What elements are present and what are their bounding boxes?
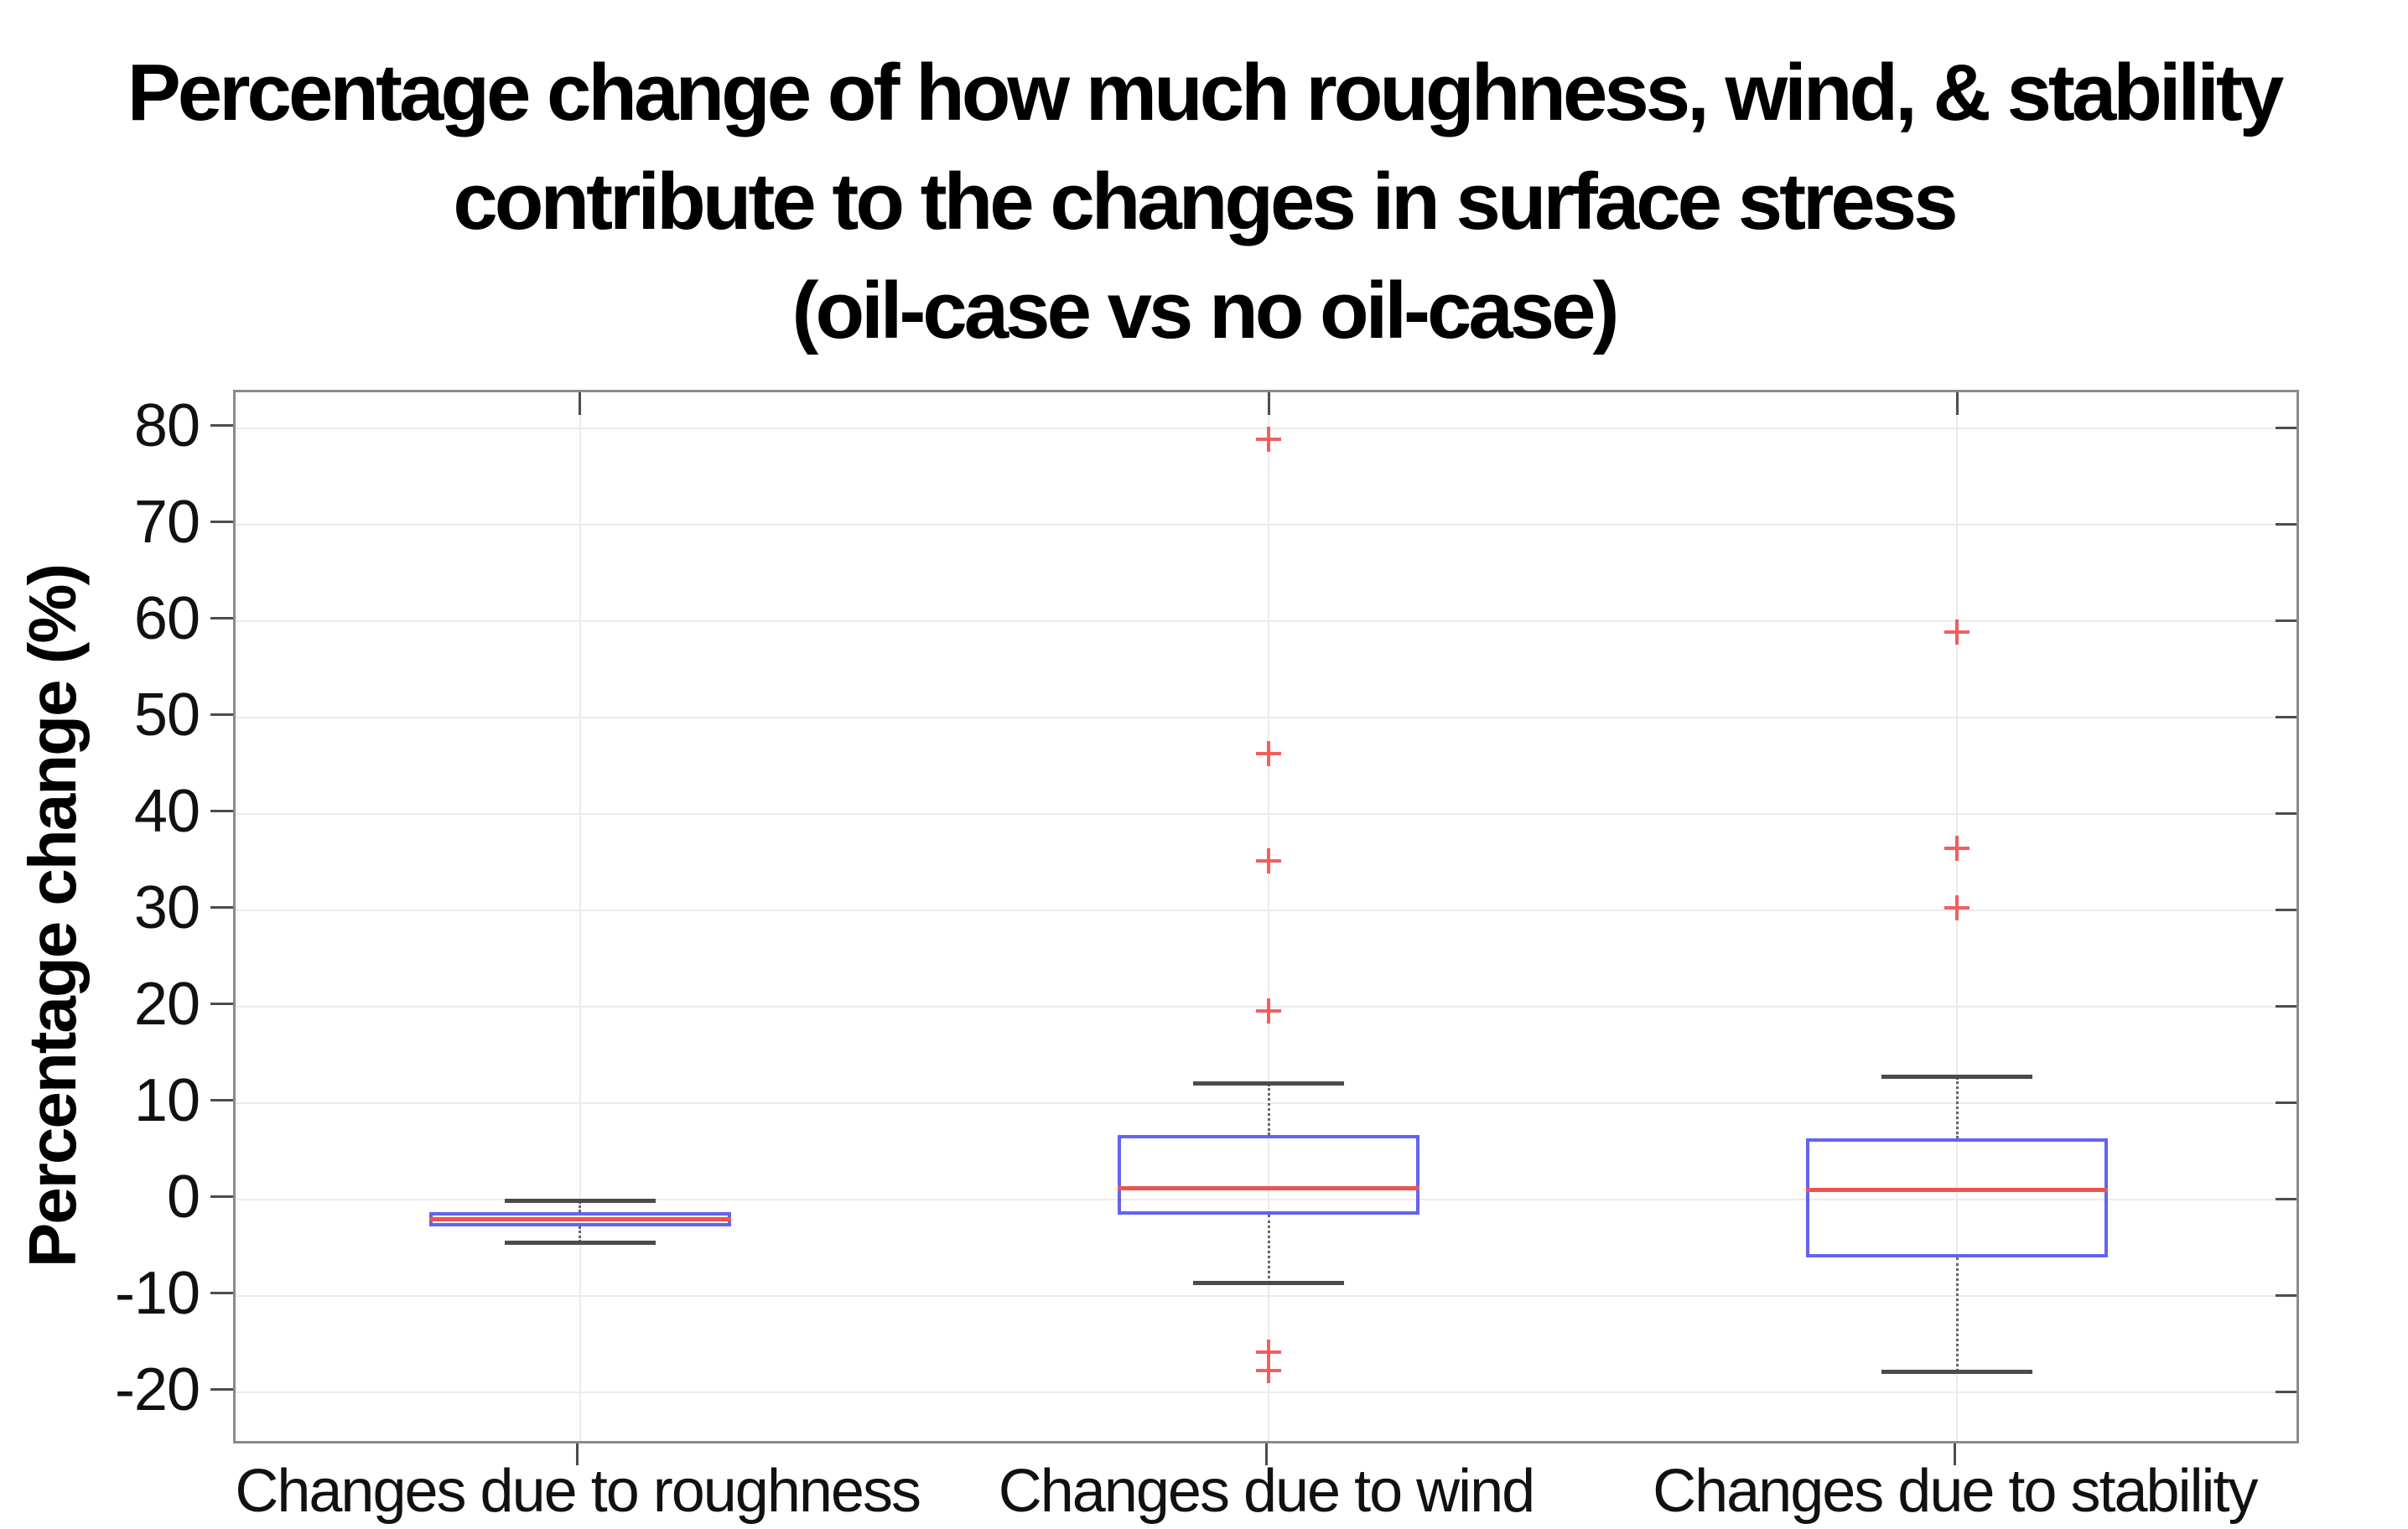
box-2-median [1806, 1187, 2109, 1192]
v-gridline-1 [1268, 392, 1269, 1441]
y-tick-left-60 [210, 617, 233, 620]
outlier-plus-v [1955, 895, 1959, 921]
y-tick-left-40 [210, 810, 233, 813]
x-tick-bottom-1 [1264, 1443, 1268, 1465]
y-tick-label--20: -20 [114, 1355, 200, 1423]
outlier-plus-v [1267, 998, 1270, 1024]
h-gridline-0 [236, 1198, 2296, 1200]
box-0-upper-cap [504, 1199, 656, 1204]
chart-title-line3: (oil-case vs no oil-case) [791, 266, 1619, 355]
y-tick-left--10 [210, 1292, 233, 1295]
y-tick-left--20 [210, 1388, 233, 1392]
y-tick-right-70 [2276, 523, 2296, 526]
y-tick-right-10 [2276, 1101, 2296, 1105]
y-tick-label-20: 20 [133, 970, 200, 1038]
x-tick-top-2 [1955, 392, 1959, 415]
outlier-plus-v [1267, 847, 1270, 873]
y-tick-label-80: 80 [133, 391, 200, 459]
box-2-lower-whisker [1955, 1257, 1959, 1372]
chart-title-line2: contribute to the changes in surface str… [453, 157, 1958, 246]
outlier-plus-v [1955, 835, 1959, 861]
box-1-lower-whisker [1267, 1214, 1270, 1283]
outlier-plus-v [1955, 619, 1959, 645]
h-gridline-50 [236, 716, 2296, 718]
box-2-outlier-0 [1944, 619, 1970, 645]
box-1-iqr [1118, 1134, 1419, 1215]
outlier-plus-v [1267, 427, 1270, 453]
y-tick-right-60 [2276, 619, 2296, 623]
y-tick-left-50 [210, 713, 233, 717]
box-0-lower-whisker [579, 1226, 582, 1243]
x-tick-bottom-2 [1953, 1443, 1956, 1465]
h-gridline-70 [236, 523, 2296, 526]
y-tick-left-20 [210, 1003, 233, 1006]
box-1-median [1118, 1186, 1419, 1191]
y-tick-right-20 [2276, 1005, 2296, 1008]
h-gridline-20 [236, 1005, 2296, 1008]
box-2-lower-cap [1881, 1369, 2033, 1374]
x-tick-top-0 [579, 392, 582, 415]
box-1-outlier-3 [1256, 998, 1281, 1024]
h-gridline--20 [236, 1391, 2296, 1393]
outlier-plus-v [1267, 1340, 1270, 1366]
y-tick-left-70 [210, 521, 233, 524]
y-tick-left-10 [210, 1099, 233, 1102]
box-0-lower-cap [504, 1240, 656, 1245]
box-1-upper-whisker [1267, 1083, 1270, 1135]
y-tick-label-50: 50 [133, 681, 200, 749]
v-gridline-0 [579, 392, 581, 1441]
y-tick-right-30 [2276, 909, 2296, 912]
outlier-plus-v [1267, 1358, 1270, 1384]
y-tick-right-0 [2276, 1198, 2296, 1201]
box-2-outlier-2 [1944, 895, 1970, 921]
box-2-upper-cap [1881, 1075, 2033, 1080]
box-1-outlier-5 [1256, 1358, 1281, 1384]
y-tick-label-30: 30 [133, 873, 200, 941]
box-1-outlier-2 [1256, 847, 1281, 873]
y-tick-right--20 [2276, 1391, 2296, 1394]
x-tick-top-1 [1267, 392, 1270, 415]
box-1-outlier-1 [1256, 741, 1281, 767]
h-gridline-40 [236, 812, 2296, 815]
box-1-outlier-0 [1256, 427, 1281, 453]
y-tick-label-40: 40 [133, 777, 200, 845]
y-tick-left-0 [210, 1195, 233, 1199]
y-tick-label-0: 0 [166, 1163, 200, 1231]
y-tick-label-10: 10 [133, 1066, 200, 1134]
box-0-upper-whisker [579, 1200, 582, 1212]
y-tick-label-70: 70 [133, 488, 200, 556]
box-2-outlier-1 [1944, 835, 1970, 861]
y-tick-label--10: -10 [114, 1259, 200, 1327]
y-tick-right--10 [2276, 1294, 2296, 1298]
outlier-plus-v [1267, 741, 1270, 767]
x-category-label-2: Changes due to stability [1653, 1458, 2258, 1525]
box-2-iqr [1806, 1138, 2109, 1257]
x-category-label-0: Changes due to roughness [235, 1458, 921, 1525]
chart-title: Percentage change of how much roughness,… [0, 39, 2408, 365]
h-gridline-60 [236, 619, 2296, 622]
box-1-outlier-4 [1256, 1340, 1281, 1366]
box-1-upper-cap [1193, 1081, 1344, 1086]
box-2-upper-whisker [1955, 1076, 1959, 1139]
box-0-median [428, 1217, 731, 1222]
plot-area [233, 390, 2299, 1443]
y-tick-label-60: 60 [133, 584, 200, 652]
chart-title-line1: Percentage change of how much roughness,… [127, 48, 2284, 137]
y-tick-right-50 [2276, 716, 2296, 719]
box-1-lower-cap [1193, 1281, 1344, 1286]
h-gridline-80 [236, 427, 2296, 429]
h-gridline--10 [236, 1294, 2296, 1297]
y-tick-left-80 [210, 424, 233, 428]
h-gridline-30 [236, 909, 2296, 911]
x-tick-bottom-0 [576, 1443, 579, 1465]
x-category-label-1: Changes due to wind [998, 1458, 1535, 1525]
h-gridline-10 [236, 1101, 2296, 1104]
y-tick-right-80 [2276, 427, 2296, 430]
y-tick-right-40 [2276, 812, 2296, 816]
y-tick-left-30 [210, 906, 233, 910]
